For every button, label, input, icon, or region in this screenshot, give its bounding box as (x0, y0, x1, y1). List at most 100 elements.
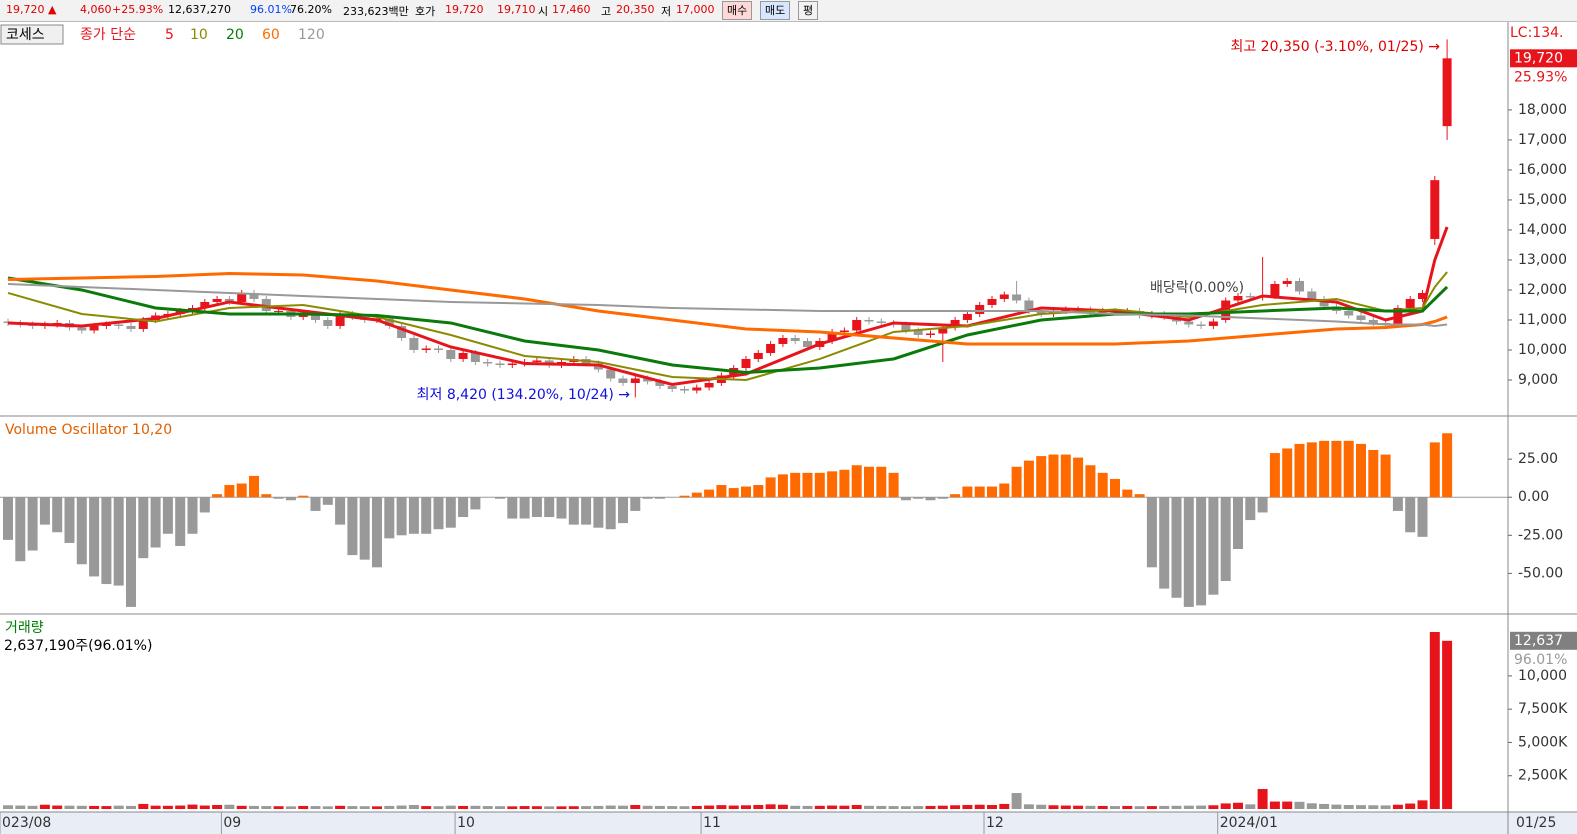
bar (126, 805, 136, 810)
button[interactable]: 매수 (722, 1, 753, 20)
bar (138, 803, 149, 810)
bar (1146, 497, 1157, 568)
bar (888, 472, 899, 498)
bar (544, 806, 555, 810)
ma-line (7, 276, 1449, 374)
candle-body (335, 313, 345, 326)
date-axis (0, 812, 1577, 834)
bar (310, 497, 321, 511)
candle-body (1295, 280, 1304, 292)
y-tick-label: 10,000 (1518, 342, 1567, 358)
bar (974, 486, 985, 498)
bar (175, 497, 186, 546)
bar (765, 804, 776, 810)
candle-body (1442, 58, 1452, 127)
bar (1159, 805, 1170, 810)
bar (1343, 440, 1354, 498)
axis-panel (1508, 22, 1577, 812)
bar (421, 497, 432, 534)
bar (987, 486, 997, 498)
candle-body (138, 319, 148, 329)
candle-body (938, 327, 948, 334)
candle-body (1233, 295, 1243, 301)
candle-body (975, 304, 985, 314)
candle-body (237, 292, 247, 302)
y-tick-label: 14,000 (1518, 222, 1567, 238)
bar (322, 806, 333, 810)
y-tick-label: -25.00 (1518, 527, 1563, 543)
bar (1036, 456, 1047, 498)
x-tick-label: 2024/01 (1220, 815, 1278, 831)
quote-field: 233,623백만 (343, 5, 409, 18)
bar (89, 497, 100, 577)
bar (1233, 497, 1243, 550)
bar (39, 804, 50, 810)
bar (1417, 800, 1428, 810)
ma-line (7, 282, 1448, 327)
bar (1060, 454, 1071, 498)
bar (261, 806, 272, 810)
candle-body (1405, 298, 1415, 308)
candle-body (89, 325, 99, 331)
bar (1208, 497, 1219, 595)
bar (1368, 449, 1379, 498)
bar (1171, 805, 1182, 810)
candle-body (790, 337, 800, 341)
bar (445, 497, 456, 528)
bar (925, 497, 936, 501)
button[interactable]: 평 (798, 1, 819, 20)
quote-field: 19,720 ▲ (6, 3, 57, 16)
bar (1023, 460, 1034, 498)
candle-body (999, 294, 1009, 299)
bar (162, 805, 173, 810)
candle-body (3, 321, 13, 323)
candle-body (864, 319, 874, 322)
x-tick-label: 11 (703, 815, 721, 831)
bar (335, 497, 346, 525)
bar (544, 497, 555, 518)
ma-line (7, 271, 1448, 381)
candle-body (643, 378, 653, 382)
bar (1294, 801, 1305, 810)
bar (962, 805, 973, 810)
button[interactable]: 매도 (760, 1, 791, 20)
bar (864, 466, 874, 498)
bar (1442, 433, 1453, 498)
bar (1392, 804, 1403, 810)
bar (1356, 805, 1366, 810)
candle-body (1184, 321, 1194, 325)
bar (1319, 440, 1330, 498)
candle-body (532, 360, 542, 362)
bar (212, 805, 223, 810)
bar (1356, 443, 1366, 498)
candle-body (667, 385, 677, 389)
bar (372, 806, 382, 810)
bar (1306, 803, 1317, 810)
bar (52, 497, 63, 533)
bar (1159, 497, 1170, 589)
candle-body (507, 363, 517, 365)
bar (1405, 803, 1416, 810)
candle-body (1196, 324, 1206, 326)
candle-body (962, 313, 972, 320)
bar (777, 804, 788, 810)
panel-title: 거래량 (5, 620, 44, 636)
bar (839, 805, 850, 810)
bar (507, 497, 518, 519)
legend-entry: 10 (190, 27, 208, 43)
y-tick-label: 5,000K (1518, 734, 1568, 750)
bar (999, 483, 1010, 498)
quote-field: 12,637,270 (168, 3, 231, 16)
bar (1282, 801, 1293, 810)
bar (273, 497, 284, 499)
bar (581, 497, 592, 525)
bar (1036, 804, 1047, 810)
bar (913, 497, 924, 499)
bar (593, 805, 604, 810)
bar (814, 805, 825, 810)
bar (654, 805, 665, 810)
bar (1417, 497, 1428, 537)
bar (347, 806, 358, 810)
bar (876, 805, 887, 810)
bar (1011, 793, 1022, 810)
